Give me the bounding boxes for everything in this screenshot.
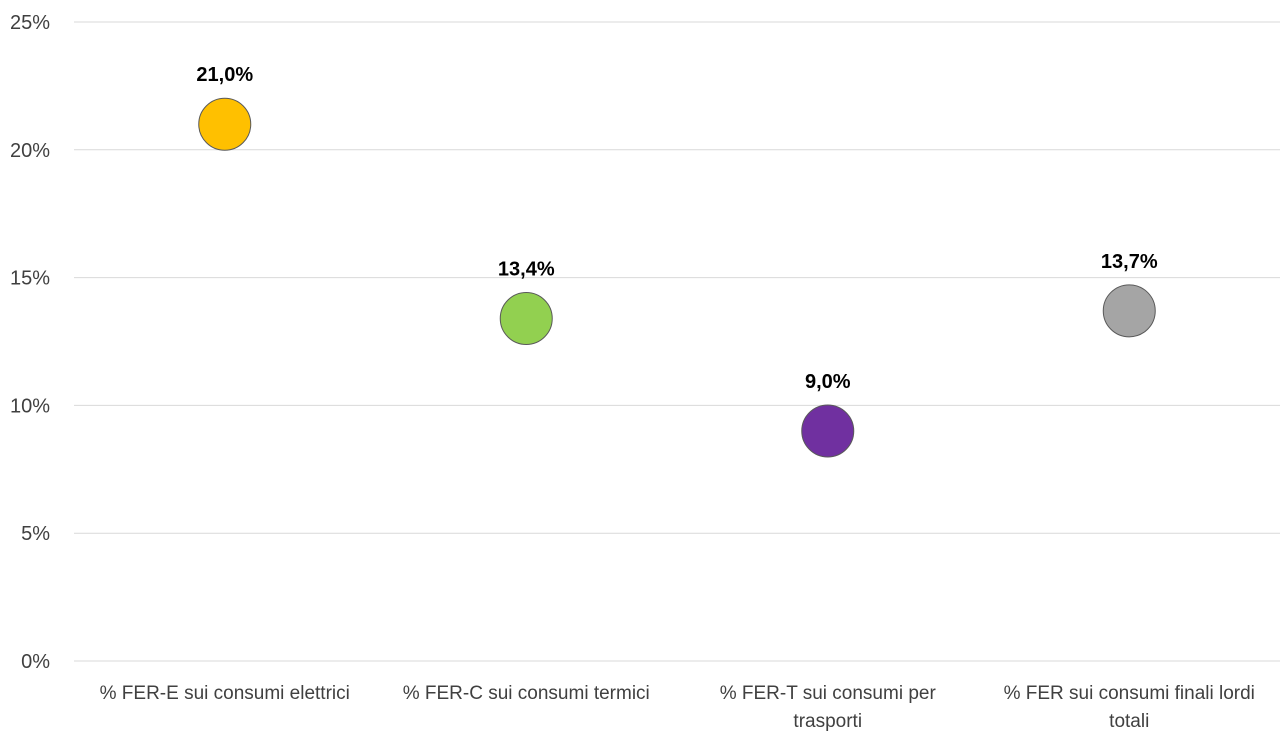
gridlines xyxy=(74,21,1280,662)
x-category-label: % FER-C sui consumi termici xyxy=(403,683,650,704)
x-category-label: trasporti xyxy=(793,711,862,732)
y-tick-label: 5% xyxy=(21,523,50,545)
y-tick-label: 25% xyxy=(10,12,50,34)
data-points xyxy=(198,97,1156,458)
data-point xyxy=(1102,284,1156,338)
data-point xyxy=(198,97,252,151)
data-label: 21,0% xyxy=(196,64,253,86)
data-labels: 21,0% 13,4% 9,0% 13,7% xyxy=(196,64,1157,393)
data-label: 9,0% xyxy=(805,371,851,393)
x-category-label: % FER-T sui consumi per xyxy=(720,683,937,704)
data-label: 13,7% xyxy=(1101,251,1158,273)
x-category-label: % FER sui consumi finali lordi xyxy=(1004,683,1255,704)
data-point xyxy=(801,404,855,458)
data-point xyxy=(499,291,553,345)
x-category-label: % FER-E sui consumi elettrici xyxy=(100,683,350,704)
y-tick-label: 15% xyxy=(10,268,50,290)
y-tick-label: 10% xyxy=(10,395,50,417)
y-tick-label: 0% xyxy=(21,651,50,673)
y-axis-tick-labels: 0% 5% 10% 15% 20% 25% xyxy=(10,12,50,673)
y-tick-label: 20% xyxy=(10,140,50,162)
x-category-label: totali xyxy=(1109,711,1149,732)
x-axis-category-labels: % FER-E sui consumi elettrici % FER-C sui… xyxy=(100,683,1255,732)
data-label: 13,4% xyxy=(498,258,555,280)
